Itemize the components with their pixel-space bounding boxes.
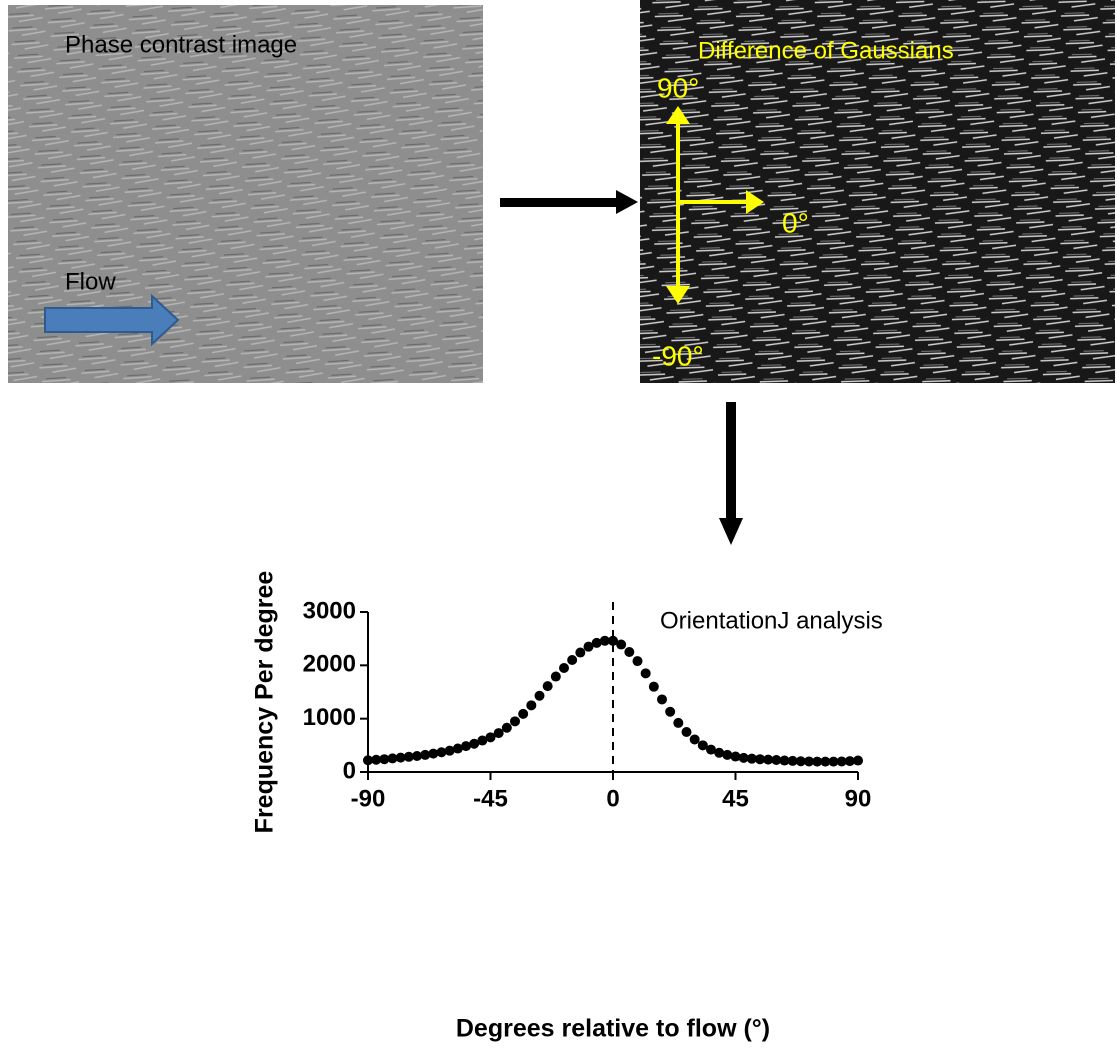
point xyxy=(542,681,553,692)
point xyxy=(763,754,774,765)
point xyxy=(403,751,414,762)
point xyxy=(697,740,708,751)
point xyxy=(412,751,422,761)
annotation: OrientationJ analysis xyxy=(660,607,883,634)
point xyxy=(559,663,569,673)
angle-bottom: -90° xyxy=(652,340,704,371)
x-tick-label: 45 xyxy=(722,785,749,812)
point xyxy=(518,708,529,719)
point xyxy=(795,756,806,767)
y-axis-label: Frequency Per degree xyxy=(251,571,279,834)
point xyxy=(420,749,431,760)
point xyxy=(657,694,667,705)
point xyxy=(428,748,439,759)
point xyxy=(828,756,839,767)
point xyxy=(550,671,561,682)
point xyxy=(444,745,455,756)
point xyxy=(836,756,847,767)
point xyxy=(746,753,757,764)
point xyxy=(567,655,578,665)
point xyxy=(722,749,733,760)
angle-top: 90° xyxy=(657,72,699,103)
point xyxy=(820,756,831,767)
point xyxy=(673,717,684,728)
point xyxy=(706,744,716,755)
y-tick-label: 1000 xyxy=(303,704,356,731)
point xyxy=(779,755,790,766)
angle-right: 0° xyxy=(782,207,809,238)
point xyxy=(575,647,586,658)
flow-arrows xyxy=(500,190,743,545)
point xyxy=(755,754,765,765)
x-tick-label: 0 xyxy=(606,785,619,812)
point xyxy=(844,756,855,767)
y-tick-label: 0 xyxy=(343,757,356,784)
x-tick-label: 90 xyxy=(845,785,872,812)
point xyxy=(526,700,537,711)
point xyxy=(804,756,814,767)
point xyxy=(665,706,676,717)
point xyxy=(379,754,390,765)
orientation-axes xyxy=(666,106,764,304)
x-tick-label: -90 xyxy=(351,785,386,812)
point xyxy=(493,728,504,739)
point xyxy=(738,752,749,763)
point xyxy=(714,747,725,758)
point xyxy=(469,738,480,749)
point xyxy=(371,754,382,765)
y-tick-label: 2000 xyxy=(303,651,356,678)
y-tick-label: 3000 xyxy=(303,597,356,624)
point xyxy=(501,722,512,733)
point xyxy=(648,681,659,692)
point xyxy=(689,734,700,745)
point xyxy=(632,656,643,667)
flow-label: Flow xyxy=(65,268,116,295)
point xyxy=(608,635,618,646)
point xyxy=(485,732,496,743)
point xyxy=(771,755,782,765)
point xyxy=(452,743,463,754)
dog-label: Difference of Gaussians xyxy=(698,37,954,64)
x-axis-label: Degrees relative to flow (°) xyxy=(456,1015,770,1043)
point xyxy=(853,755,863,766)
point xyxy=(624,647,635,657)
point xyxy=(787,755,798,766)
x-tick-label: -45 xyxy=(473,785,508,812)
point xyxy=(534,690,545,701)
point xyxy=(640,668,651,679)
point xyxy=(730,751,741,762)
point xyxy=(461,741,471,752)
flow-arrow xyxy=(44,293,180,347)
phase-label: Phase contrast image xyxy=(65,31,297,58)
point xyxy=(387,753,398,764)
point xyxy=(477,735,488,746)
point xyxy=(591,637,602,648)
point xyxy=(681,727,692,737)
point xyxy=(812,756,823,767)
dog-image xyxy=(640,0,1115,383)
point xyxy=(395,752,406,763)
point xyxy=(363,755,373,766)
point xyxy=(583,641,594,652)
point xyxy=(599,635,610,646)
point xyxy=(510,716,520,727)
point xyxy=(436,747,447,758)
point xyxy=(616,639,627,650)
